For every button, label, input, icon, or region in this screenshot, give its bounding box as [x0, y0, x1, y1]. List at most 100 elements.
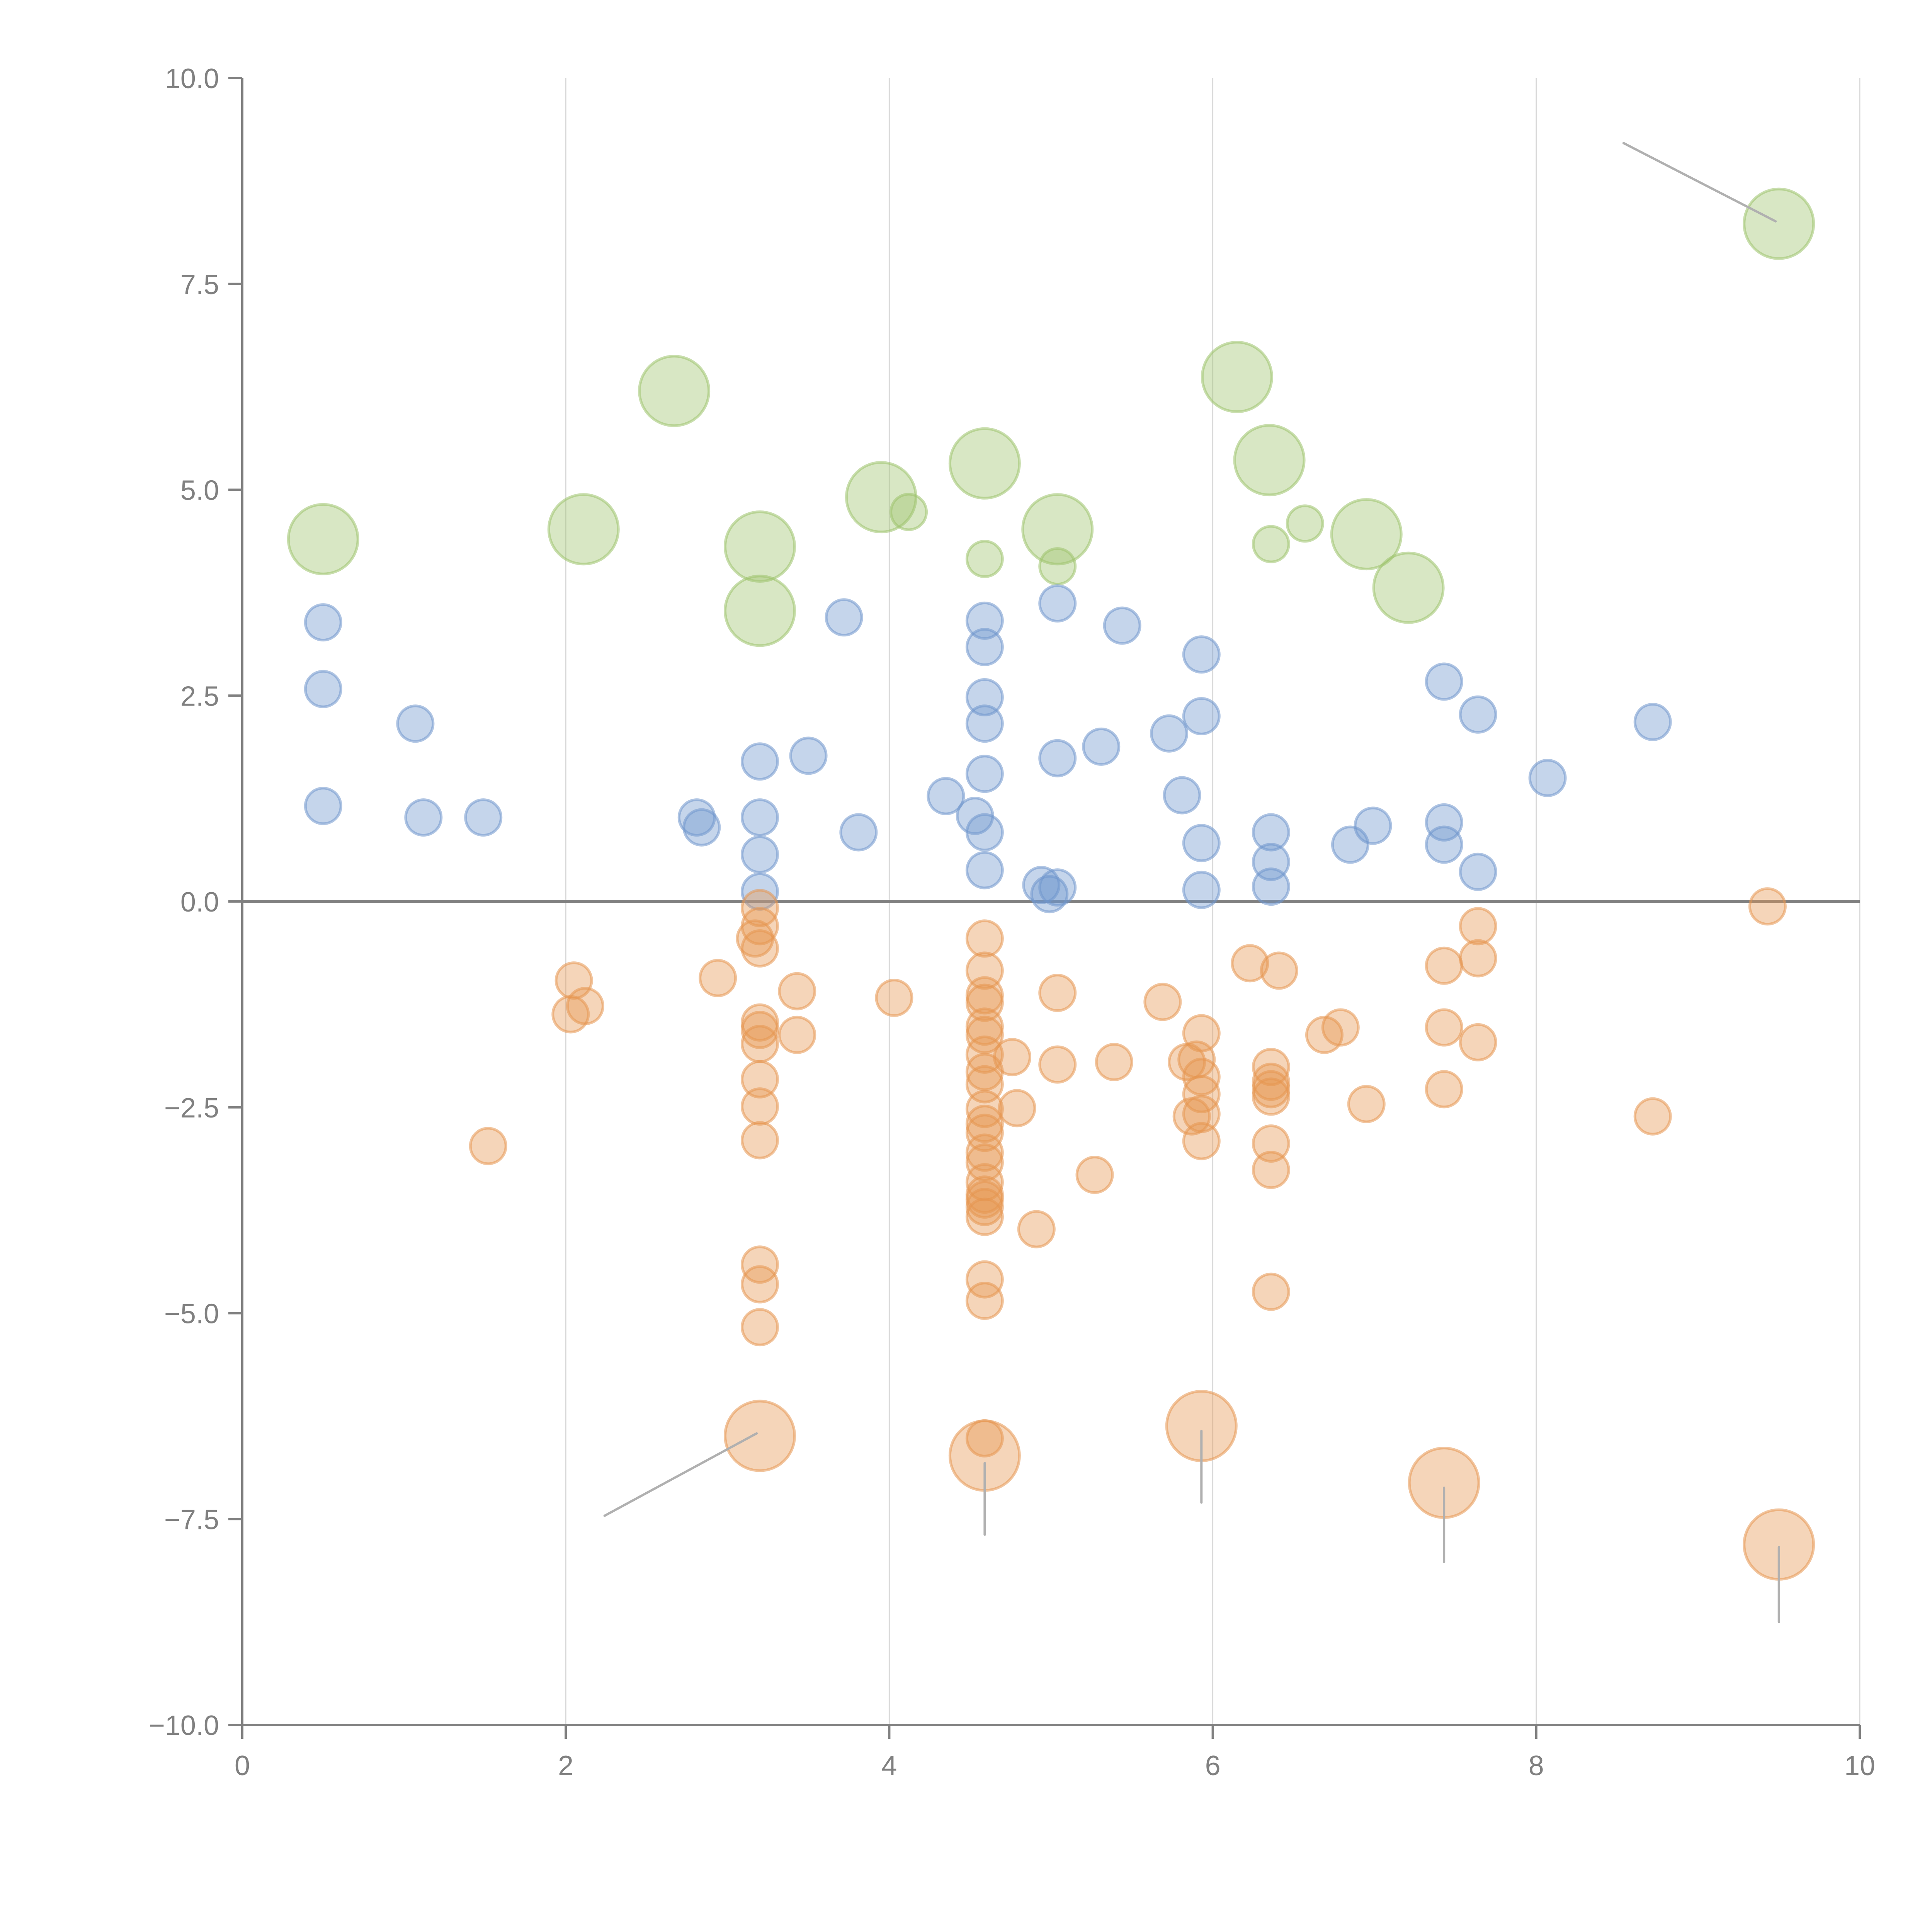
- bubble-blue: [1252, 813, 1290, 852]
- x-tick-label: 6: [1205, 1750, 1221, 1781]
- bubble-green: [1372, 551, 1445, 624]
- bubble-blue: [1038, 868, 1077, 907]
- bubble-orange: [965, 1133, 1004, 1172]
- bubble-orange: [965, 1419, 1004, 1458]
- y-tick-label: 0.0: [180, 887, 219, 918]
- bubble-orange: [965, 919, 1004, 958]
- bubble-orange: [965, 1282, 1004, 1320]
- bubble-blue: [965, 813, 1004, 852]
- bubble-blue: [1182, 635, 1221, 674]
- bubble-green: [724, 510, 796, 583]
- bubble-orange: [551, 995, 590, 1034]
- bubble-blue: [1103, 606, 1141, 645]
- bubble-blue: [927, 777, 965, 815]
- bubble-blue: [965, 678, 1004, 717]
- bubble-orange: [1252, 1048, 1290, 1086]
- y-tick-label: −2.5: [164, 1093, 219, 1124]
- bubble-orange: [1182, 1075, 1221, 1114]
- bubble-green: [965, 540, 1004, 578]
- bubble-blue: [304, 603, 342, 642]
- bubble-blue: [741, 798, 779, 837]
- bubble-blue: [825, 598, 863, 637]
- bubble-orange: [965, 1104, 1004, 1143]
- bubble-blue: [1425, 825, 1463, 864]
- bubble-blue: [304, 787, 342, 825]
- bubble-blue: [682, 808, 721, 847]
- bubble-orange: [1459, 1023, 1497, 1061]
- bubble-orange: [1321, 1008, 1360, 1047]
- bubble-orange: [965, 1007, 1004, 1046]
- bubble-green: [287, 503, 359, 575]
- bubble-orange: [741, 1308, 779, 1347]
- x-tick-label: 2: [558, 1750, 573, 1781]
- bubble-blue: [1354, 806, 1392, 845]
- bubble-orange: [965, 1188, 1004, 1226]
- bubble-blue: [677, 798, 716, 837]
- bubble-orange: [1095, 1043, 1133, 1082]
- x-tick-label: 0: [235, 1750, 250, 1781]
- bubble-orange: [1252, 1272, 1290, 1311]
- bubble-green: [724, 575, 796, 647]
- bubble-orange: [1252, 1124, 1290, 1163]
- bubble-green: [948, 427, 1021, 500]
- bubbles: [287, 187, 1815, 1581]
- bubble-orange: [1347, 1085, 1386, 1123]
- y-tick-label: −7.5: [164, 1504, 219, 1535]
- bubble-orange: [1633, 1097, 1672, 1136]
- bubble-green: [1286, 504, 1324, 543]
- y-tick-label: −5.0: [164, 1299, 219, 1330]
- bubble-orange: [741, 1121, 779, 1160]
- bubble-blue: [1182, 697, 1221, 736]
- x-tick-label: 4: [881, 1750, 897, 1781]
- bubble-green: [1252, 525, 1290, 563]
- bubble-orange: [1038, 1045, 1077, 1084]
- bubble-orange: [741, 1060, 779, 1099]
- bubble-orange: [1459, 907, 1497, 946]
- bubble-orange: [1038, 974, 1077, 1012]
- bubble-orange: [993, 1038, 1032, 1077]
- bubble-orange: [1231, 944, 1269, 983]
- bubble-orange: [741, 1245, 779, 1284]
- bubble-green: [1743, 187, 1815, 260]
- bubble-orange: [469, 1127, 507, 1165]
- bubble-blue: [1182, 824, 1221, 862]
- bubble-blue: [396, 704, 435, 743]
- bubble-blue: [1182, 871, 1221, 909]
- bubble-blue: [741, 742, 779, 781]
- bubble-green: [889, 493, 928, 531]
- bubble-blue: [304, 670, 342, 708]
- bubble-blue: [1150, 714, 1189, 753]
- bubble-green: [1038, 547, 1077, 586]
- series-orange: [469, 887, 1815, 1581]
- bubble-green: [547, 493, 620, 566]
- bubble-orange: [724, 1400, 796, 1472]
- bubble-blue: [741, 835, 779, 874]
- bubble-orange: [1252, 1077, 1290, 1116]
- y-axis-ticks: 10.0 7.5 5.0 2.5 0.0 −2.5 −5.0 −7.5 −10.0: [149, 63, 242, 1741]
- bubble-orange: [1425, 1070, 1463, 1109]
- bubble-orange: [699, 959, 737, 997]
- bubble-blue: [1633, 702, 1672, 741]
- annotation-leader-line: [603, 1432, 758, 1517]
- annotation-leaders: [603, 142, 1780, 1623]
- bubble-orange: [998, 1089, 1036, 1128]
- bubble-orange: [1017, 1210, 1056, 1248]
- y-tick-label: −10.0: [149, 1710, 219, 1741]
- bubble-orange: [965, 1197, 1004, 1236]
- bubble-blue: [965, 628, 1004, 667]
- bubble-blue: [1459, 852, 1497, 891]
- bubble-orange: [1168, 1043, 1206, 1082]
- x-axis-ticks: 0 2 4 6 8 10: [235, 1725, 1875, 1781]
- bubble-blue: [839, 813, 878, 852]
- bubble-orange: [1425, 946, 1463, 985]
- bubble-blue: [789, 736, 828, 775]
- bubble-orange: [1459, 939, 1497, 978]
- bubble-orange: [778, 972, 816, 1010]
- annotation-leader-line: [1622, 142, 1777, 223]
- bubble-blue: [404, 798, 443, 837]
- bubble-blue: [1038, 739, 1077, 777]
- bubble-orange: [736, 919, 774, 958]
- bubble-blue: [1528, 759, 1567, 797]
- bubble-blue: [1163, 776, 1201, 815]
